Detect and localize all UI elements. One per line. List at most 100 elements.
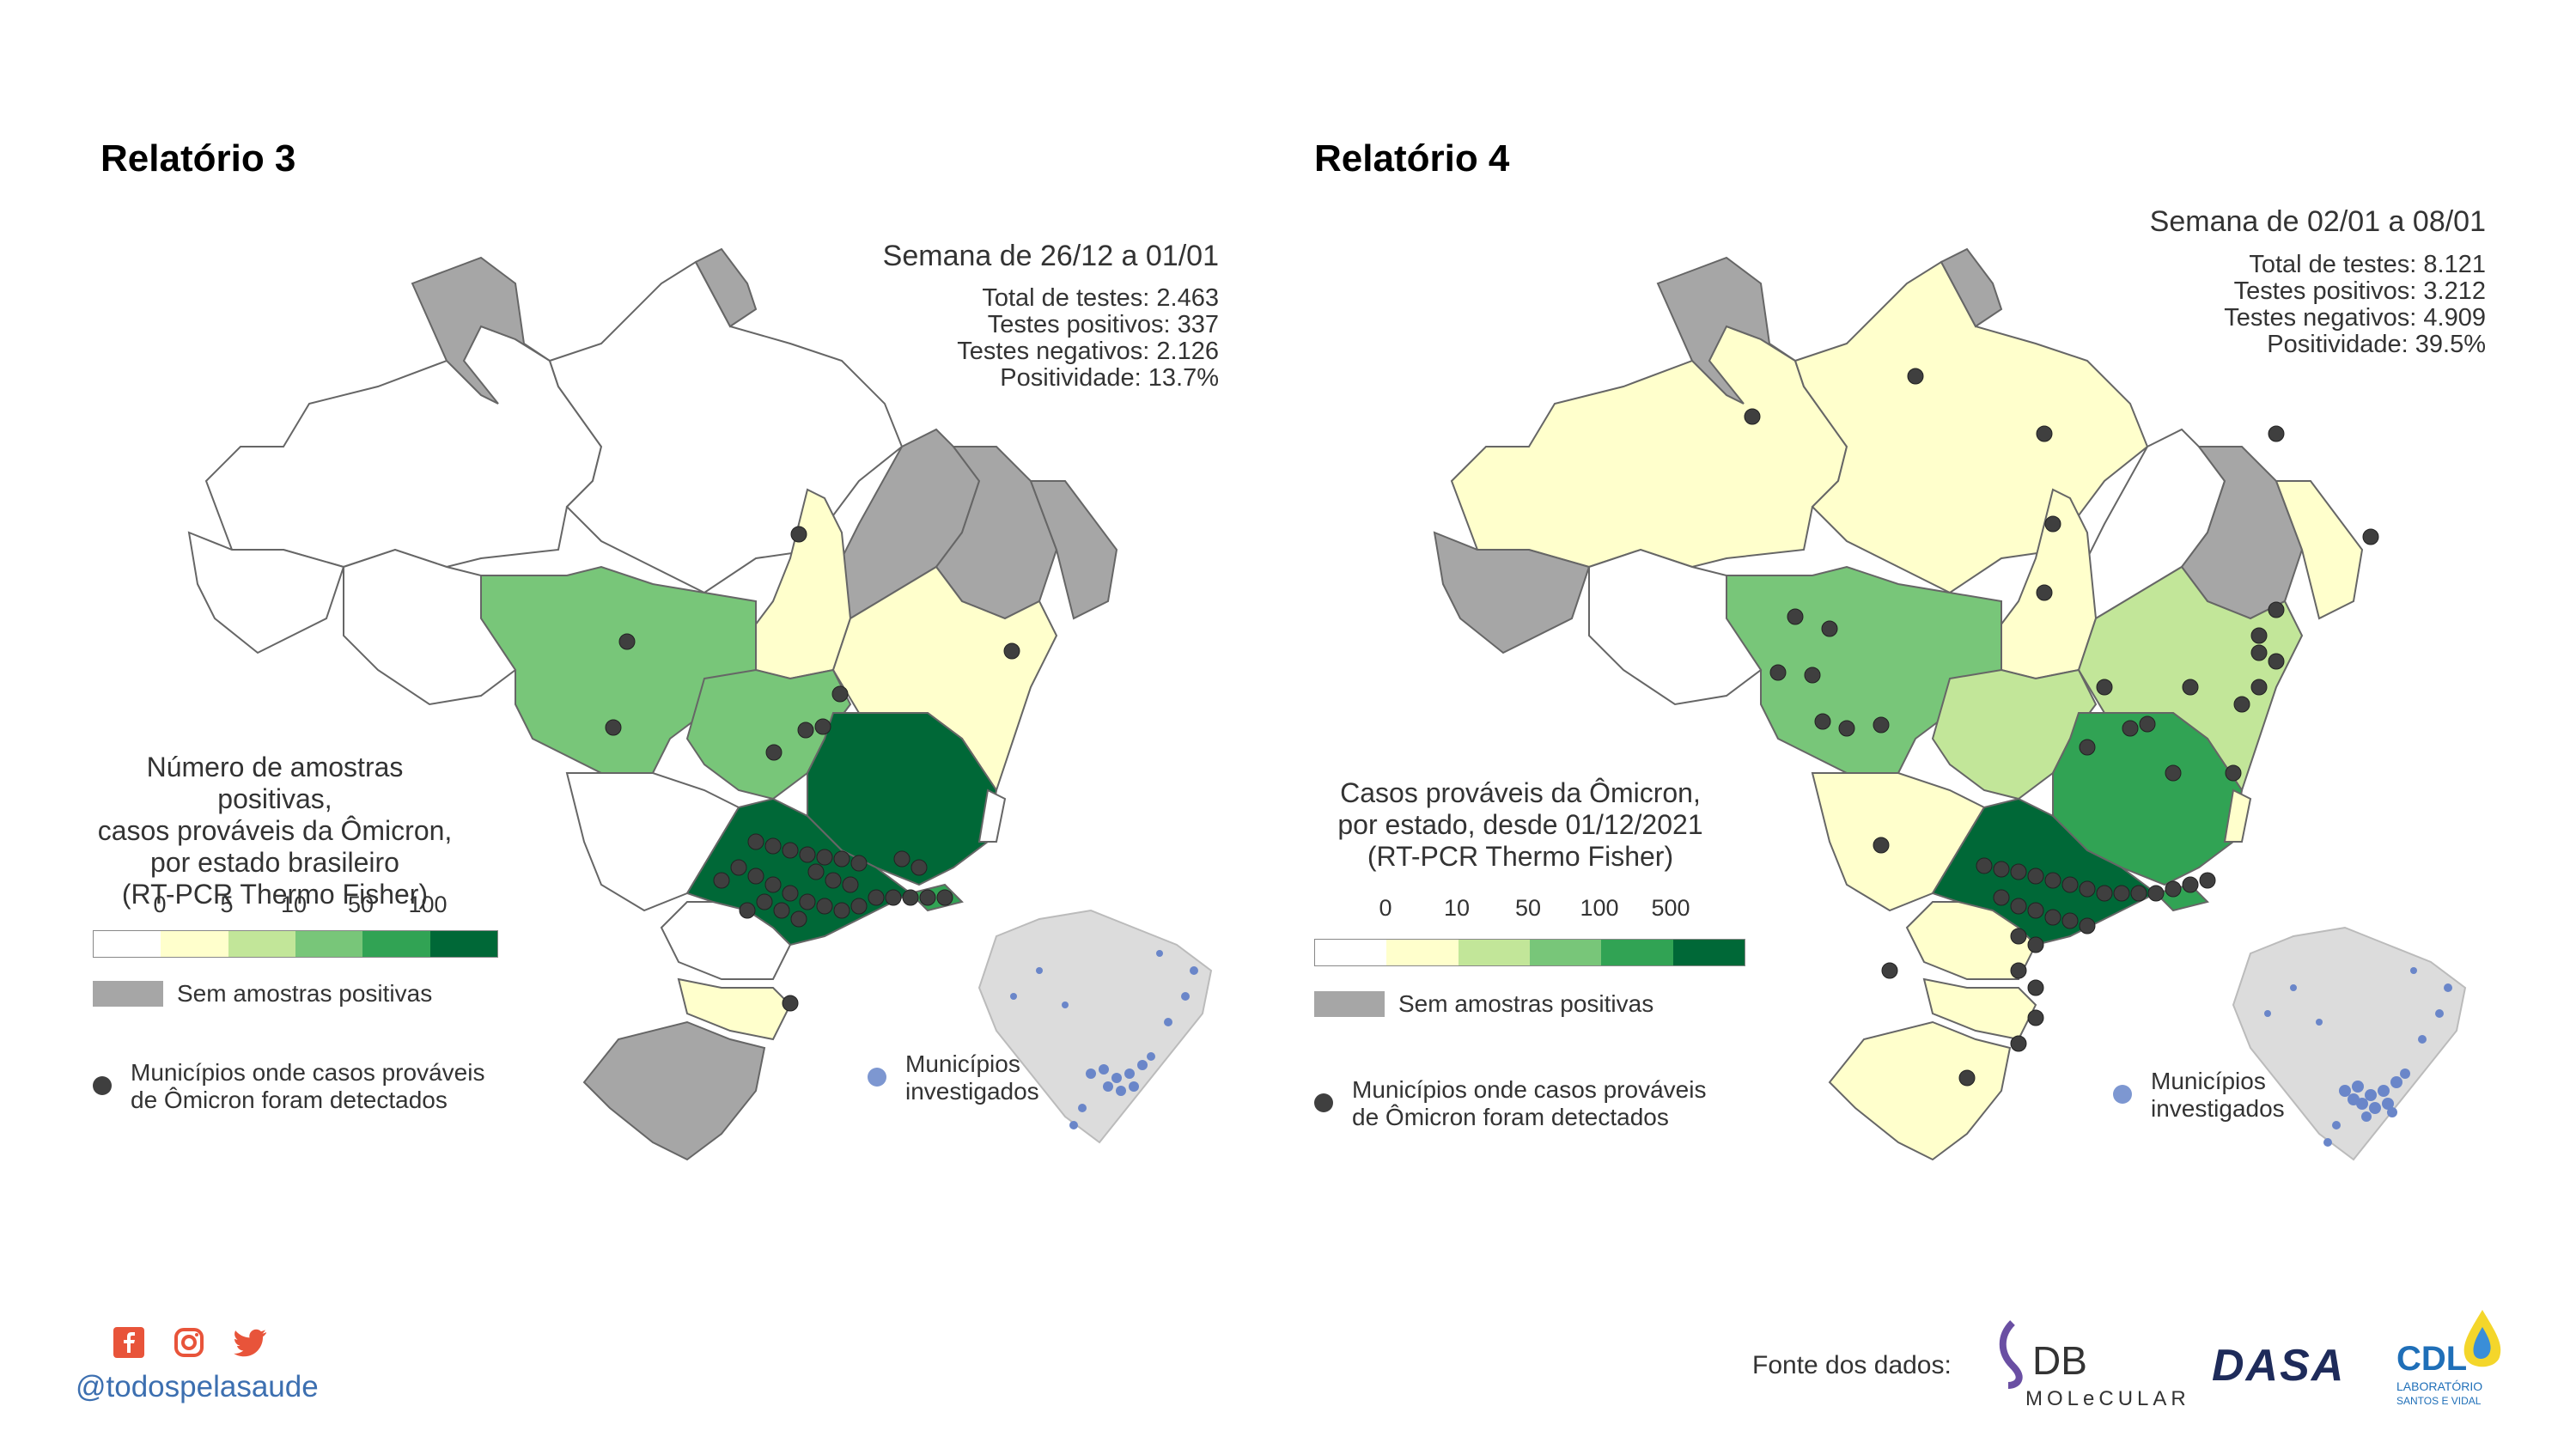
legend-ticks: 0 10 50 100 500 [1314,895,1744,921]
state-ap [694,247,758,328]
state-rj [2154,883,2209,912]
state-rs [1828,1020,2012,1161]
detected-dots [1744,368,2379,1087]
week-label: Semana de 26/12 a 01/01 [882,240,1219,272]
legend-tick: 100 [1580,895,1619,921]
legend-title: Número de amostras positivas, casos prov… [86,752,464,910]
cdl-logo-subtext-2: SANTOS E VIDAL [2396,1395,2482,1407]
inset-map-report-4 [2232,926,2467,1161]
legend-title-line: casos prováveis da Ômicron, [97,815,453,846]
stats-block: Total de testes: 8.121 Testes positivos:… [2224,252,2486,358]
state-pr [660,901,792,980]
dot-symbol [1314,1093,1333,1112]
color-scale-segment [1315,940,1387,965]
db-logo-subtext: MOLeCULAR [2025,1387,2190,1410]
color-scale-segment [429,931,497,957]
state-am [204,325,603,569]
color-scale-segment [161,931,228,957]
social-handle[interactable]: @todospelasaude [76,1370,319,1403]
db-molecular-logo: DB MOLeCULAR [1991,1318,2189,1413]
legend-title-line: por estado brasileiro [150,847,399,878]
no-samples-key: Sem amostras positivas [1314,990,1653,1018]
cdl-drop-icon [2463,1310,2501,1367]
legend-ticks: 0 5 10 50 100 [93,892,496,917]
panel-title: Relatório 3 [100,137,296,180]
state-ap [1940,247,2003,328]
investigated-key: Municípios investigados [2113,1068,2285,1123]
stat-positivity: Positividade: 13.7% [1000,364,1219,392]
state-ce-rn-pb [2275,480,2364,620]
legend-tick: 10 [280,892,308,917]
dots-label-line: Municípios onde casos prováveis [131,1059,485,1086]
state-es [977,788,1007,843]
stat-total: Total de testes: 8.121 [2249,251,2486,278]
detected-dots [605,526,1020,1012]
legend-tick: 0 [153,892,167,917]
cdl-logo-subtext: LABORATÓRIO [2396,1379,2483,1393]
instagram-icon[interactable] [174,1327,204,1358]
gray-swatch [1314,991,1385,1017]
legend-tick: 100 [408,892,448,917]
legend-title-line: Número de amostras positivas, [146,752,404,814]
gray-swatch [93,981,163,1007]
stat-positive: Testes positivos: 3.212 [2233,277,2486,305]
twitter-icon[interactable] [234,1327,268,1358]
color-scale-segment [94,931,161,957]
legend-tick: 500 [1651,895,1690,921]
stats-block: Total de testes: 2.463 Testes positivos:… [957,285,1219,392]
color-scale-bar [1314,939,1745,966]
state-ro [343,548,517,706]
state-ac [187,531,345,654]
legend-tick: 5 [220,892,234,917]
cdl-logo-text: CDL [2396,1340,2468,1378]
brazil-map-report-4 [1433,247,2379,1161]
investigated-label-line: Municípios [905,1050,1020,1077]
state-am [1450,325,1848,569]
state-ro [1588,548,1763,706]
facebook-icon[interactable] [113,1327,144,1358]
state-ac [1433,531,1591,654]
legend-tick: 0 [1379,895,1392,921]
state-pr [1905,901,2037,980]
dots-key: Municípios onde casos prováveis de Ômicr… [93,1059,484,1114]
state-sc [677,977,792,1041]
color-scale-segment [1672,940,1745,965]
state-mg [807,712,998,886]
stat-negative: Testes negativos: 2.126 [957,338,1219,365]
state-rr [1656,256,1796,405]
legend-title-line: (RT-PCR Thermo Fisher) [1367,841,1674,872]
stat-total: Total de testes: 2.463 [982,284,1219,312]
color-scale-segment [1386,940,1459,965]
state-mt [480,565,757,774]
color-scale-segment [362,931,430,957]
no-samples-key: Sem amostras positivas [93,980,432,1008]
legend-title-line: por estado, desde 01/12/2021 [1337,809,1703,840]
investigated-key: Municípios investigados [868,1050,1039,1105]
brazil-map-report-3 [187,247,1118,1161]
dots-label-line: de Ômicron foram detectados [131,1087,448,1113]
state-ce-rn-pb [1029,480,1118,620]
investigated-label-line: investigados [2151,1095,2285,1122]
stat-negative: Testes negativos: 4.909 [2224,304,2486,332]
legend-tick: 10 [1443,895,1471,921]
color-scale-segment [1601,940,1673,965]
investigated-label-line: investigados [905,1078,1039,1105]
stat-positivity: Positividade: 39.5% [2267,331,2486,358]
db-logo-text: DB [2032,1338,2087,1383]
dots-label-line: de Ômicron foram detectados [1352,1104,1669,1130]
color-scale-segment [1458,940,1530,965]
week-label: Semana de 02/01 a 08/01 [2149,205,2486,238]
cdl-logo: CDL LABORATÓRIO SANTOS E VIDAL [2396,1306,2517,1409]
legend-tick: 50 [347,892,375,917]
no-samples-label: Sem amostras positivas [177,980,433,1007]
color-scale-segment [295,931,363,957]
dasa-logo: DASA [2212,1341,2346,1391]
investigated-dot-symbol [2113,1085,2132,1104]
stat-positive: Testes positivos: 337 [987,311,1219,338]
social-icons [113,1327,268,1358]
state-rs [582,1020,766,1161]
state-rr [411,256,551,405]
color-scale-segment [228,931,295,957]
source-label: Fonte dos dados: [1752,1351,1952,1379]
legend-title: Casos prováveis da Ômicron, por estado, … [1306,777,1735,873]
